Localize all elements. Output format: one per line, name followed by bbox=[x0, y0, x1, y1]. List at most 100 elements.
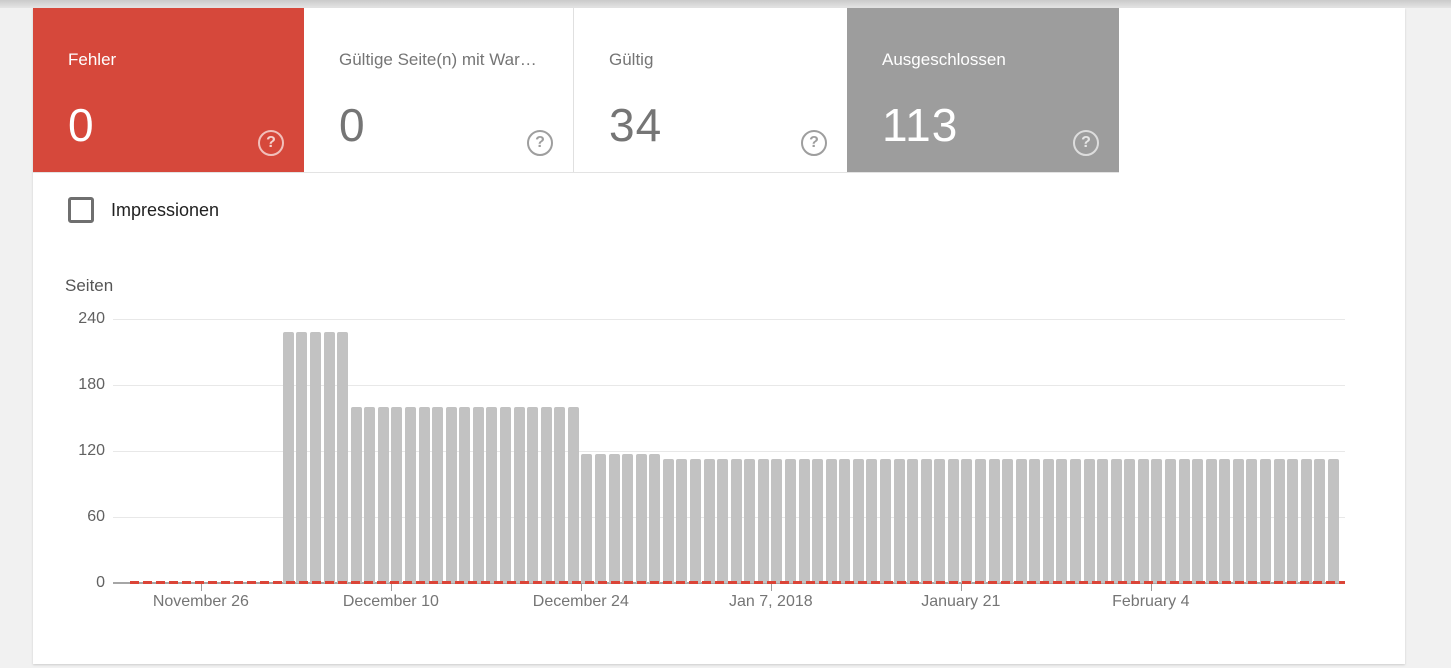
chart-bar[interactable] bbox=[608, 454, 620, 583]
chart-bar[interactable] bbox=[988, 458, 1000, 583]
chart-bar[interactable] bbox=[690, 458, 702, 583]
chart-bar[interactable] bbox=[1232, 458, 1244, 583]
chart-bar[interactable] bbox=[337, 332, 349, 583]
chart-bar[interactable] bbox=[1002, 458, 1014, 583]
card-valid-label: Gültig bbox=[609, 50, 654, 69]
chart-bar[interactable] bbox=[282, 332, 294, 583]
chart-bar[interactable] bbox=[703, 458, 715, 583]
chart-bar[interactable] bbox=[540, 407, 552, 583]
chart-bar[interactable] bbox=[581, 454, 593, 583]
x-axis-tick bbox=[770, 583, 772, 591]
chart-bar[interactable] bbox=[595, 454, 607, 583]
summary-card-valid[interactable]: Gültig 34 ? bbox=[574, 8, 847, 172]
chart-bar[interactable] bbox=[907, 458, 919, 583]
y-gridline bbox=[113, 319, 1345, 320]
chart-bar[interactable] bbox=[445, 407, 457, 583]
chart-bar[interactable] bbox=[635, 454, 647, 583]
chart-bar[interactable] bbox=[1029, 458, 1041, 583]
chart-bar[interactable] bbox=[567, 407, 579, 583]
help-icon[interactable]: ? bbox=[258, 130, 284, 156]
chart-bar[interactable] bbox=[1327, 458, 1339, 583]
impressions-checkbox[interactable] bbox=[68, 197, 94, 223]
help-icon[interactable]: ? bbox=[527, 130, 553, 156]
chart-bar[interactable] bbox=[1300, 458, 1312, 583]
chart-bar[interactable] bbox=[920, 458, 932, 583]
chart-bar[interactable] bbox=[839, 458, 851, 583]
chart-bar[interactable] bbox=[744, 458, 756, 583]
card-errors-label: Fehler bbox=[68, 50, 117, 69]
chart-bar[interactable] bbox=[1137, 458, 1149, 583]
chart-bar[interactable] bbox=[812, 458, 824, 583]
chart-bar[interactable] bbox=[1287, 458, 1299, 583]
chart-bar[interactable] bbox=[975, 458, 986, 583]
chart-bar[interactable] bbox=[662, 458, 674, 583]
chart-bar[interactable] bbox=[310, 332, 322, 583]
chart-bar[interactable] bbox=[893, 458, 905, 583]
chart-bar[interactable] bbox=[1192, 458, 1204, 583]
chart-bar[interactable] bbox=[798, 458, 810, 583]
chart-bar[interactable] bbox=[1165, 458, 1176, 583]
chart-bar[interactable] bbox=[757, 458, 769, 583]
card-valid-count: 34 bbox=[609, 99, 663, 151]
help-glyph: ? bbox=[535, 134, 545, 151]
chart-bar[interactable] bbox=[1219, 458, 1231, 583]
chart-bar[interactable] bbox=[459, 407, 471, 583]
chart-bar[interactable] bbox=[649, 454, 661, 583]
chart-bar[interactable] bbox=[717, 458, 729, 583]
chart-bar[interactable] bbox=[1124, 458, 1136, 583]
chart-bar[interactable] bbox=[866, 458, 878, 583]
chart-bar[interactable] bbox=[1015, 458, 1027, 583]
chart-bar[interactable] bbox=[1273, 458, 1285, 583]
chart-bar[interactable] bbox=[1314, 458, 1326, 583]
help-icon[interactable]: ? bbox=[801, 130, 827, 156]
chart-bar[interactable] bbox=[472, 407, 484, 583]
summary-card-excluded[interactable]: Ausgeschlossen 113 ? bbox=[847, 8, 1119, 172]
help-icon[interactable]: ? bbox=[1073, 130, 1099, 156]
chart-bar[interactable] bbox=[323, 332, 335, 583]
chart-bar[interactable] bbox=[825, 458, 837, 583]
chart-bar[interactable] bbox=[771, 458, 783, 583]
y-axis-tick-label: 60 bbox=[87, 508, 105, 525]
chart-bar[interactable] bbox=[377, 407, 389, 583]
chart-bar[interactable] bbox=[486, 407, 498, 583]
chart-bar[interactable] bbox=[852, 458, 864, 583]
chart-bar[interactable] bbox=[676, 458, 688, 583]
chart-bar[interactable] bbox=[961, 458, 973, 583]
chart-bar[interactable] bbox=[418, 407, 430, 583]
summary-card-valid-with-warnings[interactable]: Gültige Seite(n) mit War… 0 ? bbox=[304, 8, 574, 172]
chart-bar[interactable] bbox=[1083, 458, 1095, 583]
chart-bar[interactable] bbox=[1151, 458, 1163, 583]
chart-bar[interactable] bbox=[527, 407, 539, 583]
chart-bar[interactable] bbox=[1042, 458, 1054, 583]
chart-bar[interactable] bbox=[1097, 458, 1109, 583]
chart-bar[interactable] bbox=[1205, 458, 1217, 583]
chart-bar[interactable] bbox=[880, 458, 891, 583]
help-glyph: ? bbox=[266, 134, 276, 151]
chart-bar[interactable] bbox=[1246, 458, 1258, 583]
chart-bar[interactable] bbox=[785, 458, 796, 583]
top-scroll-shadow bbox=[0, 0, 1451, 8]
chart-bar[interactable] bbox=[1178, 458, 1190, 583]
chart-bar[interactable] bbox=[622, 454, 634, 583]
chart-bar[interactable] bbox=[296, 332, 308, 583]
chart-bar[interactable] bbox=[350, 407, 362, 583]
chart-bar[interactable] bbox=[513, 407, 525, 583]
chart-bar[interactable] bbox=[391, 407, 403, 583]
chart-bar[interactable] bbox=[1056, 458, 1068, 583]
chart-bar[interactable] bbox=[934, 458, 946, 583]
card-errors-count: 0 bbox=[68, 99, 95, 151]
chart-bar[interactable] bbox=[730, 458, 742, 583]
chart-bar[interactable] bbox=[500, 407, 512, 583]
summary-cards-row: Fehler 0 ? Gültige Seite(n) mit War… 0 ?… bbox=[33, 8, 1119, 173]
summary-card-errors[interactable]: Fehler 0 ? bbox=[33, 8, 304, 172]
chart-bar[interactable] bbox=[1070, 458, 1081, 583]
chart-bar[interactable] bbox=[1110, 458, 1122, 583]
chart-bar[interactable] bbox=[432, 407, 444, 583]
chart-bar[interactable] bbox=[1260, 458, 1271, 583]
chart-bar[interactable] bbox=[947, 458, 959, 583]
impressions-label: Impressionen bbox=[111, 199, 220, 220]
chart-bar[interactable] bbox=[554, 407, 566, 583]
chart-bar[interactable] bbox=[405, 407, 417, 583]
chart-bar[interactable] bbox=[364, 407, 376, 583]
